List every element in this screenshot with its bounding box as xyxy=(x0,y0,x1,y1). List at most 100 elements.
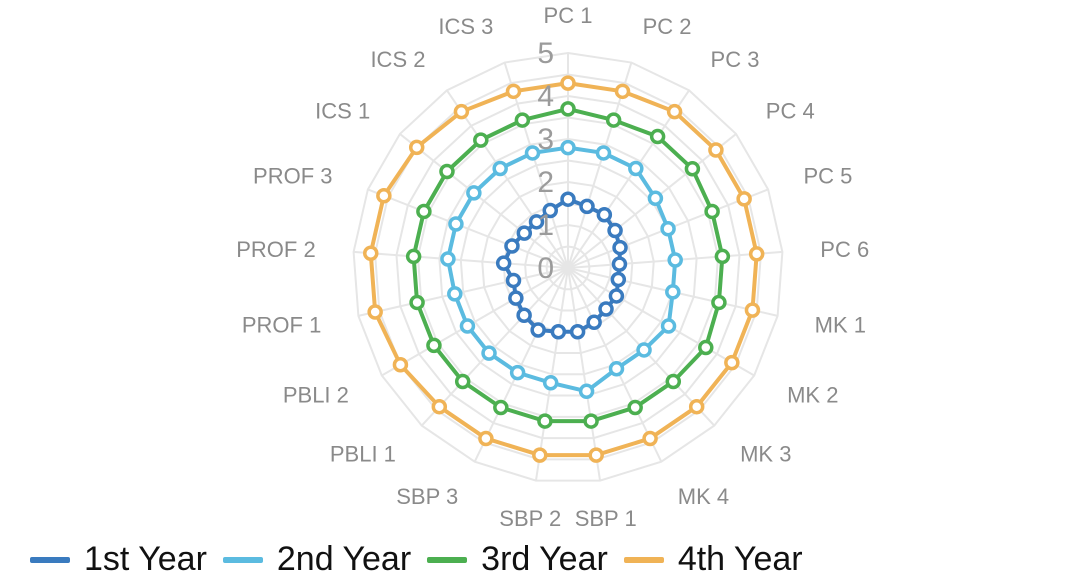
data-point[interactable] xyxy=(481,345,497,361)
data-point[interactable] xyxy=(660,318,677,334)
data-point[interactable] xyxy=(596,206,613,223)
data-point[interactable] xyxy=(579,198,595,215)
axis-label: MK 3 xyxy=(740,441,791,466)
data-point[interactable] xyxy=(473,132,489,148)
data-point[interactable] xyxy=(453,103,470,120)
data-point[interactable] xyxy=(550,324,567,340)
data-point[interactable] xyxy=(454,373,471,390)
legend-item[interactable]: 1st Year xyxy=(30,540,207,579)
legend-item[interactable]: 2nd Year xyxy=(222,540,411,579)
data-point[interactable] xyxy=(426,337,442,354)
series-2nd-year xyxy=(440,139,683,400)
data-point[interactable] xyxy=(660,220,676,237)
radial-tick-labels: 0 1 2 3 4 5 xyxy=(537,37,554,285)
data-point[interactable] xyxy=(409,294,425,311)
data-point[interactable] xyxy=(439,163,455,180)
data-point[interactable] xyxy=(698,339,714,356)
data-point[interactable] xyxy=(608,288,625,304)
data-point[interactable] xyxy=(478,430,494,447)
data-point[interactable] xyxy=(642,430,658,447)
data-point[interactable] xyxy=(667,252,683,268)
data-point[interactable] xyxy=(636,342,652,358)
data-point[interactable] xyxy=(509,364,526,381)
data-point[interactable] xyxy=(376,187,392,204)
data-point[interactable] xyxy=(665,284,681,300)
data-point[interactable] xyxy=(647,190,664,207)
data-point[interactable] xyxy=(736,191,752,207)
data-point[interactable] xyxy=(408,139,425,156)
data-point[interactable] xyxy=(392,357,409,373)
data-point[interactable] xyxy=(608,360,625,377)
data-point[interactable] xyxy=(514,112,531,128)
data-point[interactable] xyxy=(448,216,464,232)
legend-label: 3rd Year xyxy=(481,540,608,578)
data-point[interactable] xyxy=(598,301,614,317)
data-point[interactable] xyxy=(504,238,520,254)
data-point[interactable] xyxy=(560,101,576,117)
data-point[interactable] xyxy=(627,399,643,416)
data-point[interactable] xyxy=(542,375,559,391)
data-point[interactable] xyxy=(724,354,740,371)
data-point[interactable] xyxy=(628,160,644,177)
data-point[interactable] xyxy=(459,318,476,334)
data-point[interactable] xyxy=(537,413,553,429)
data-point[interactable] xyxy=(595,145,612,161)
legend-swatch xyxy=(427,556,468,563)
data-point[interactable] xyxy=(744,302,761,318)
data-point[interactable] xyxy=(610,271,627,288)
legend-item[interactable]: 3rd Year xyxy=(427,540,608,579)
data-point[interactable] xyxy=(560,75,576,91)
data-point[interactable] xyxy=(714,248,731,265)
data-point[interactable] xyxy=(704,203,720,220)
data-point[interactable] xyxy=(607,222,623,239)
data-point[interactable] xyxy=(666,103,683,120)
data-point[interactable] xyxy=(688,398,705,415)
data-point[interactable] xyxy=(578,383,595,400)
axis-label: PC 6 xyxy=(820,237,869,262)
data-point[interactable] xyxy=(711,294,727,311)
data-point[interactable] xyxy=(505,272,522,289)
legend-item[interactable]: 4th Year xyxy=(623,540,803,579)
data-point[interactable] xyxy=(588,447,604,463)
data-point[interactable] xyxy=(493,399,509,416)
data-point[interactable] xyxy=(560,191,576,207)
data-point[interactable] xyxy=(363,245,379,261)
data-point[interactable] xyxy=(440,251,456,267)
grid-ring xyxy=(545,245,591,291)
data-point[interactable] xyxy=(748,246,765,262)
data-point[interactable] xyxy=(495,255,512,271)
data-point[interactable] xyxy=(516,225,533,241)
data-point[interactable] xyxy=(560,139,576,156)
data-point[interactable] xyxy=(416,203,432,220)
data-point[interactable] xyxy=(516,307,532,324)
data-point[interactable] xyxy=(665,373,682,390)
data-point[interactable] xyxy=(367,304,383,320)
data-point[interactable] xyxy=(586,314,602,330)
data-point[interactable] xyxy=(508,290,524,306)
axis-label: PROF 3 xyxy=(253,164,332,189)
data-point[interactable] xyxy=(611,256,628,272)
data-point[interactable] xyxy=(405,248,422,265)
data-point[interactable] xyxy=(614,83,631,100)
data-point[interactable] xyxy=(532,447,548,463)
data-point[interactable] xyxy=(649,128,666,145)
data-point[interactable] xyxy=(569,324,586,340)
axis-label: MK 2 xyxy=(787,383,838,408)
data-point[interactable] xyxy=(528,214,545,230)
data-point[interactable] xyxy=(708,142,724,158)
data-point[interactable] xyxy=(447,286,463,302)
data-point[interactable] xyxy=(605,112,622,128)
data-point[interactable] xyxy=(524,145,541,161)
data-point[interactable] xyxy=(612,239,628,256)
data-point[interactable] xyxy=(492,160,508,177)
tick-label: 5 xyxy=(537,37,554,70)
data-point[interactable] xyxy=(431,398,448,415)
data-point[interactable] xyxy=(684,161,701,177)
data-point[interactable] xyxy=(542,202,559,219)
data-point[interactable] xyxy=(530,322,546,338)
data-point[interactable] xyxy=(583,413,599,429)
data-point[interactable] xyxy=(505,83,522,100)
data-point[interactable] xyxy=(466,185,482,201)
axis-label: SBP 3 xyxy=(396,484,458,509)
grid-spoke xyxy=(421,267,569,427)
